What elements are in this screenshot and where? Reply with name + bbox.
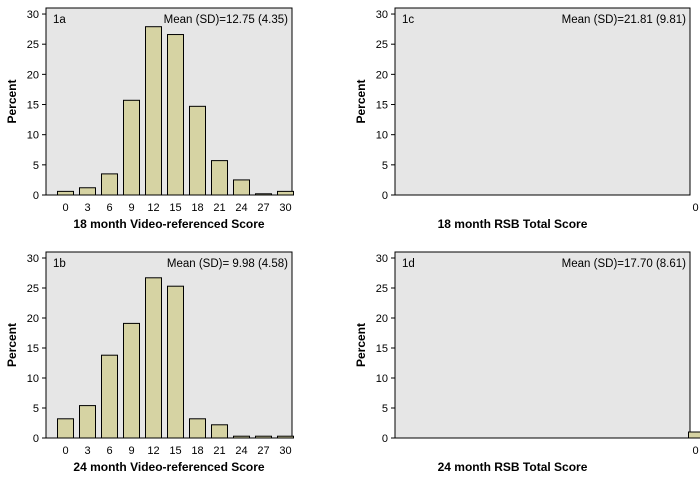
x-tick-label-6: 6 xyxy=(106,445,112,457)
y-axis-label: Percent xyxy=(354,323,368,367)
bar-0 xyxy=(688,431,700,439)
y-tick-label: 0 xyxy=(382,190,388,202)
x-tick-label-21: 21 xyxy=(213,445,225,457)
y-tick-label: 0 xyxy=(382,433,388,445)
x-axis-label: 18 month RSB Total Score xyxy=(438,217,588,231)
bar-21 xyxy=(211,424,228,439)
chart-panel-1d: 0510152025300510152025303540455055606570… xyxy=(354,251,700,474)
plot-area xyxy=(394,7,691,196)
y-tick-label: 20 xyxy=(27,313,39,325)
x-tick-label-9: 9 xyxy=(128,445,134,457)
bar-12 xyxy=(145,277,162,439)
panel-label: 1d xyxy=(402,258,415,270)
y-tick-label: 10 xyxy=(376,373,388,385)
bar-15 xyxy=(167,34,184,196)
bar-9 xyxy=(123,322,140,439)
x-tick-label-12: 12 xyxy=(147,202,159,214)
y-tick-label: 30 xyxy=(376,9,388,21)
y-axis-label: Percent xyxy=(5,79,19,123)
plot-area xyxy=(394,251,691,439)
y-axis-label: Percent xyxy=(354,79,368,123)
x-tick-label-30: 30 xyxy=(279,202,291,214)
x-axis-label: 18 month Video-referenced Score xyxy=(73,217,265,231)
x-tick-label-15: 15 xyxy=(169,445,181,457)
x-tick-label-12: 12 xyxy=(147,445,159,457)
y-tick-label: 25 xyxy=(376,283,388,295)
bar-30 xyxy=(277,190,294,196)
bar-6 xyxy=(101,354,118,439)
x-tick-label-27: 27 xyxy=(257,202,269,214)
y-tick-label: 5 xyxy=(382,403,388,415)
x-tick-label-0: 0 xyxy=(62,445,68,457)
x-tick-label-21: 21 xyxy=(213,202,225,214)
y-tick-label: 15 xyxy=(27,343,39,355)
y-tick-label: 25 xyxy=(27,283,39,295)
x-tick-label-0: 0 xyxy=(692,202,698,214)
bar-9 xyxy=(123,99,140,196)
y-tick-label: 5 xyxy=(382,160,388,172)
x-tick-label-18: 18 xyxy=(191,202,203,214)
x-tick-label-6: 6 xyxy=(106,202,112,214)
x-tick-label-30: 30 xyxy=(279,445,291,457)
bar-0 xyxy=(57,190,74,196)
y-tick-label: 30 xyxy=(27,253,39,265)
bar-27 xyxy=(255,435,272,439)
y-tick-label: 10 xyxy=(376,130,388,142)
chart-panel-1b: 0 5 10 15 20 25 30 0 3 6 9 12 15 18 21 24 27 30 1b Mean (SD… xyxy=(5,251,294,474)
bar-24 xyxy=(233,435,250,439)
y-tick-label: 30 xyxy=(27,9,39,21)
bar-12 xyxy=(145,26,162,196)
x-tick-label-0: 0 xyxy=(62,202,68,214)
bar-0 xyxy=(57,418,74,439)
y-tick-label: 20 xyxy=(376,69,388,81)
y-tick-label: 10 xyxy=(27,373,39,385)
panel-label: 1b xyxy=(53,258,66,270)
bar-6 xyxy=(101,173,118,196)
x-tick-label-18: 18 xyxy=(191,445,203,457)
y-tick-label: 15 xyxy=(376,343,388,355)
x-tick-label-0: 0 xyxy=(692,445,698,457)
y-tick-label: 25 xyxy=(376,39,388,51)
bar-27 xyxy=(255,193,272,196)
bar-3 xyxy=(79,405,96,439)
chart-panel-1c: 0510152025300510152025303540455055606570… xyxy=(354,7,699,231)
y-tick-label: 5 xyxy=(33,160,39,172)
y-tick-label: 30 xyxy=(376,253,388,265)
bar-30 xyxy=(277,435,294,439)
bar-3 xyxy=(79,187,96,196)
x-tick-label-24: 24 xyxy=(235,445,247,457)
chart-panel-1a: 0 5 10 15 20 25 30 0 3 6 9 12 15 18 21 24 27 30 1a Mean (SD… xyxy=(5,7,294,231)
bar-18 xyxy=(189,105,206,196)
x-axis-label: 24 month Video-referenced Score xyxy=(73,460,265,474)
y-axis-label: Percent xyxy=(5,323,19,367)
y-tick-label: 15 xyxy=(376,100,388,112)
y-tick-label: 10 xyxy=(27,130,39,142)
bar-18 xyxy=(189,418,206,439)
x-tick-label-9: 9 xyxy=(128,202,134,214)
y-tick-label: 20 xyxy=(376,313,388,325)
x-tick-label-24: 24 xyxy=(235,202,247,214)
y-tick-label: 25 xyxy=(27,39,39,51)
y-tick-label: 5 xyxy=(33,403,39,415)
x-tick-label-3: 3 xyxy=(84,445,90,457)
x-tick-label-3: 3 xyxy=(84,202,90,214)
y-tick-label: 15 xyxy=(27,100,39,112)
mean-sd-annotation: Mean (SD)=17.70 (8.61) xyxy=(562,258,686,270)
panel-label: 1c xyxy=(402,14,414,26)
panel-label: 1a xyxy=(53,14,66,26)
mean-sd-annotation: Mean (SD)= 9.98 (4.58) xyxy=(167,258,288,270)
x-tick-label-15: 15 xyxy=(169,202,181,214)
y-tick-label: 0 xyxy=(33,433,39,445)
x-tick-label-27: 27 xyxy=(257,445,269,457)
bar-24 xyxy=(233,179,250,196)
mean-sd-annotation: Mean (SD)=12.75 (4.35) xyxy=(164,14,288,26)
y-tick-label: 20 xyxy=(27,69,39,81)
bar-15 xyxy=(167,285,184,439)
mean-sd-annotation: Mean (SD)=21.81 (9.81) xyxy=(562,14,686,26)
y-tick-label: 0 xyxy=(33,190,39,202)
x-axis-label: 24 month RSB Total Score xyxy=(438,460,588,474)
bar-21 xyxy=(211,160,228,196)
